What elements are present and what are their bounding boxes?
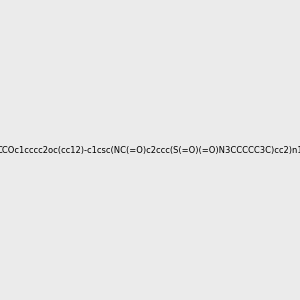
Text: CCOc1cccc2oc(cc12)-c1csc(NC(=O)c2ccc(S(=O)(=O)N3CCCCC3C)cc2)n1: CCOc1cccc2oc(cc12)-c1csc(NC(=O)c2ccc(S(=… [0,146,300,154]
